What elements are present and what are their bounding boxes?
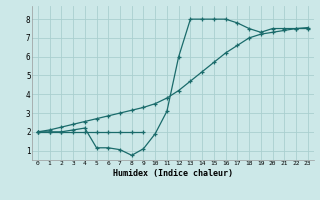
X-axis label: Humidex (Indice chaleur): Humidex (Indice chaleur) <box>113 169 233 178</box>
